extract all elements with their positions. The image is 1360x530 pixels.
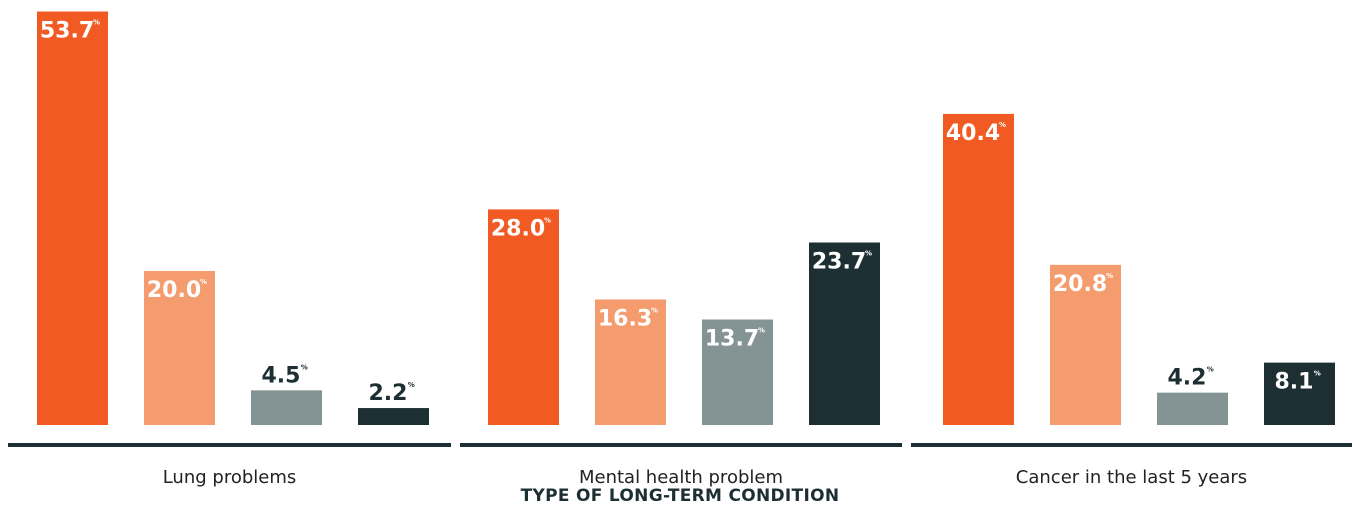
data-label: 4.2 (1168, 366, 1207, 391)
bar (1264, 362, 1335, 425)
bar (488, 209, 559, 425)
bar (251, 390, 322, 425)
percent-sign: % (200, 278, 207, 286)
data-label: 4.5 (262, 363, 301, 388)
data-label: 13.7 (705, 327, 759, 352)
axis-line-segment (460, 443, 902, 447)
data-label: 28.0 (491, 216, 545, 241)
bar (809, 242, 880, 425)
data-label: 53.7 (40, 19, 94, 44)
x-axis-title: TYPE OF LONG-TERM CONDITION (521, 486, 840, 506)
percent-sign: % (758, 327, 765, 335)
bar (1157, 392, 1228, 425)
percent-sign: % (93, 19, 100, 27)
percent-sign: % (1106, 272, 1113, 280)
percent-sign: % (408, 381, 415, 389)
data-label: 20.0 (147, 278, 201, 303)
percent-sign: % (999, 121, 1006, 129)
percent-sign: % (651, 306, 658, 314)
category-label: Mental health problem (579, 467, 783, 488)
data-label: 8.1 (1275, 370, 1314, 395)
category-axis-lines (8, 443, 1352, 447)
data-label: 16.3 (598, 306, 652, 331)
bar (595, 299, 666, 425)
bar (358, 408, 429, 425)
percent-sign: % (544, 216, 551, 224)
data-label: 2.2 (369, 381, 408, 406)
category-labels: Lung problems Mental health problem Cancer… (163, 467, 1247, 488)
percent-sign: % (301, 363, 308, 371)
data-label: 40.4 (946, 121, 1000, 146)
category-label: Cancer in the last 5 years (1016, 467, 1247, 488)
bar (1050, 264, 1121, 425)
bar (943, 113, 1014, 426)
axis-line-segment (911, 443, 1352, 447)
data-label: 20.8 (1053, 272, 1107, 297)
percent-sign: % (865, 250, 872, 258)
data-label: 23.7 (812, 250, 866, 275)
category-label: Lung problems (163, 467, 297, 488)
bar (37, 11, 108, 425)
bar (144, 271, 215, 425)
bar-group: 53.7%20.0%4.5 %2.2 %28.0%16.3%13.7%23.7%40… (37, 11, 1335, 426)
axis-line-segment (8, 443, 451, 447)
percent-sign: % (1207, 366, 1214, 374)
percent-sign: % (1314, 370, 1321, 378)
bar (702, 319, 773, 425)
